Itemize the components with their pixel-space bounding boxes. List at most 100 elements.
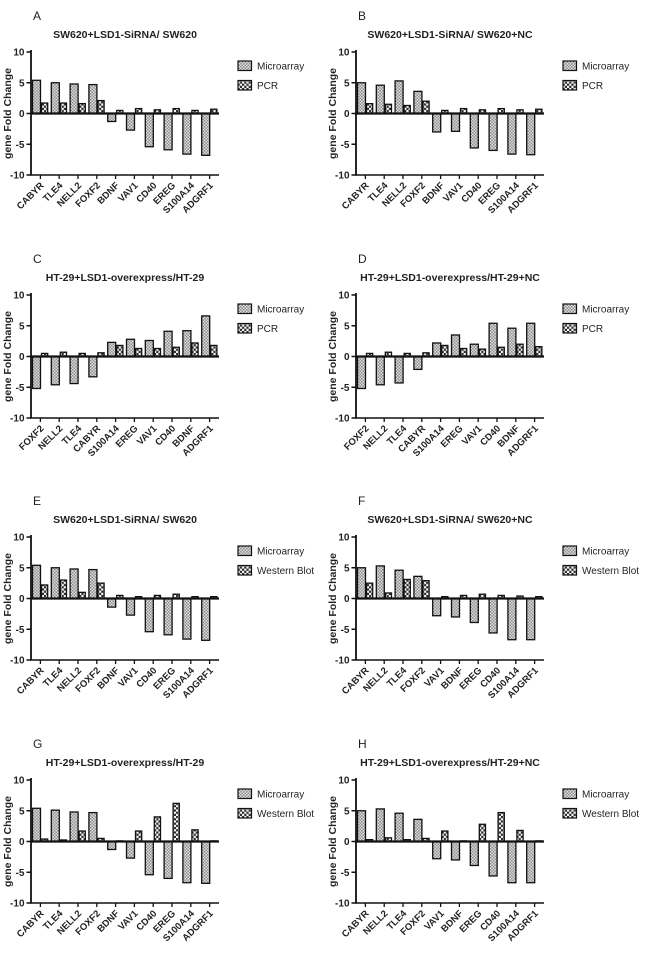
svg-text:BDNF: BDNF [95,665,122,692]
chart-title: HT-29+LSD1-overexpress/HT-29 [46,272,205,284]
bar-pcr-foxf2 [97,99,105,115]
bar-microarray-vav1 [432,597,442,617]
bar-pcr-s100a14 [116,344,124,357]
bar-microarray-cd40 [488,597,498,634]
bar-microarray-cabyr [356,809,367,842]
panel-letter: A [33,9,41,23]
panel-d: D HT-29+LSD1-overexpress/HT-29+NC gene Fol… [325,243,650,486]
bar-pcr-cd40 [497,346,505,357]
bar-pcr-nell2 [78,103,86,115]
legend-label: Western Blot [582,566,639,577]
legend-label: PCR [257,324,278,335]
bar-microarray-ereg [125,338,136,357]
bar-microarray-bdnf [182,329,192,357]
legend-swatch-checker-icon [562,564,578,576]
bar-microarray-foxf2 [88,568,98,600]
y-tick-label: 10 [13,533,25,544]
bar-microarray-s100a14 [507,840,517,883]
svg-text:gene Fold Change: gene Fold Change [2,795,14,886]
panel-letter: G [33,737,42,751]
legend-item-microarray: Microarray [237,787,304,800]
bar-microarray-ereg [163,597,173,636]
bar-microarray-cabyr [31,807,42,842]
legend-label: PCR [257,81,278,92]
legend-label: PCR [582,324,603,335]
bar-western-blot-vav1 [134,829,143,842]
bar-western-blot-vav1 [441,829,449,842]
legend-label: Western Blot [582,809,639,820]
legend-swatch-checker-icon [562,322,578,334]
bar-microarray-s100a14 [507,112,517,155]
bar-microarray-nell2 [69,83,79,115]
bar-microarray-foxf2 [413,575,423,600]
bar-microarray-cd40 [144,840,154,875]
bar-pcr-vav1 [153,347,162,357]
panel-d-chart: D HT-29+LSD1-overexpress/HT-29+NC gene Fol… [327,252,629,459]
legend-label: Microarray [582,62,629,73]
y-tick-label: -5 [341,140,350,151]
legend-label: Microarray [582,304,629,315]
legend-swatch-microarray-icon [237,60,253,72]
panel-e-chart: E SW620+LSD1-SiRNA/ SW620 gene Fold Change… [2,494,314,701]
bar-pcr-cabyr [40,102,49,115]
y-axis-label: gene Fold Change [2,68,14,159]
chart-title: HT-29+LSD1-overexpress/HT-29 [46,757,205,769]
y-tick-label: 0 [344,352,350,363]
bar-microarray-vav1 [125,597,136,616]
bar-microarray-s100a14 [432,341,442,357]
y-tick-label: 0 [19,594,25,605]
bar-pcr-foxf2 [422,100,430,115]
bar-western-blot-foxf2 [97,582,105,600]
legend-label: Microarray [582,547,629,558]
legend-item-microarray: Microarray [237,60,304,73]
y-tick-label: 5 [19,563,25,574]
legend-label: Microarray [257,62,304,73]
panel-letter: D [358,252,367,266]
legend-item-western-blot: Western Blot [562,807,639,820]
bar-microarray-nell2 [69,568,79,600]
legend-swatch-microarray-icon [237,787,253,799]
bar-western-blot-tle4 [403,578,411,600]
panel-f: F SW620+LSD1-SiRNA/ SW620+NC gene Fold Cha… [325,485,650,728]
bar-microarray-s100a14 [507,597,517,641]
y-axis-label: gene Fold Change [327,553,339,644]
y-axis-label: gene Fold Change [327,68,339,159]
legend-swatch-checker-icon [237,79,253,91]
y-tick-label: 5 [19,321,25,332]
panel-letter: H [358,737,367,751]
legend-label: Microarray [257,547,304,558]
bar-microarray-foxf2 [413,818,423,842]
y-tick-label: 0 [344,837,350,848]
y-tick-label: 5 [344,563,350,574]
bar-pcr-bdnf [516,343,524,357]
bar-microarray-nell2 [375,807,385,842]
bar-microarray-bdnf [450,597,461,618]
panel-g: G HT-29+LSD1-overexpress/HT-29 gene Fold C… [0,728,325,970]
bar-pcr-adgrf1 [535,345,543,357]
y-tick-label: -10 [335,898,350,909]
legend-swatch-microarray-icon [237,545,253,557]
y-tick-label: -10 [10,413,25,424]
panel-c: C HT-29+LSD1-overexpress/HT-29 gene Fold C… [0,243,325,486]
svg-text:gene Fold Change: gene Fold Change [327,795,339,886]
bar-western-blot-foxf2 [422,580,430,600]
y-axis-label: gene Fold Change [327,795,339,886]
x-tick-label-bdnf: BDNF [95,908,122,935]
bar-microarray-vav1 [432,840,442,859]
y-tick-label: 5 [344,78,350,89]
chart-title: HT-29+LSD1-overexpress/HT-29+NC [360,757,540,769]
legend-swatch-microarray-icon [562,787,578,799]
bar-microarray-tle4 [375,84,385,115]
y-tick-label: 0 [344,594,350,605]
bar-microarray-cabyr [31,564,42,600]
svg-text:gene Fold Change: gene Fold Change [2,310,14,401]
legend-item-microarray: Microarray [562,787,629,800]
bar-microarray-bdnf [107,112,117,123]
bar-microarray-ereg [163,840,173,879]
y-tick-label: -10 [335,171,350,182]
bar-microarray-bdnf [432,112,442,133]
panel-letter: C [33,252,42,266]
bar-microarray-adgrf1 [526,597,536,641]
bar-microarray-foxf2 [88,83,98,115]
y-tick-label: -5 [341,867,350,878]
